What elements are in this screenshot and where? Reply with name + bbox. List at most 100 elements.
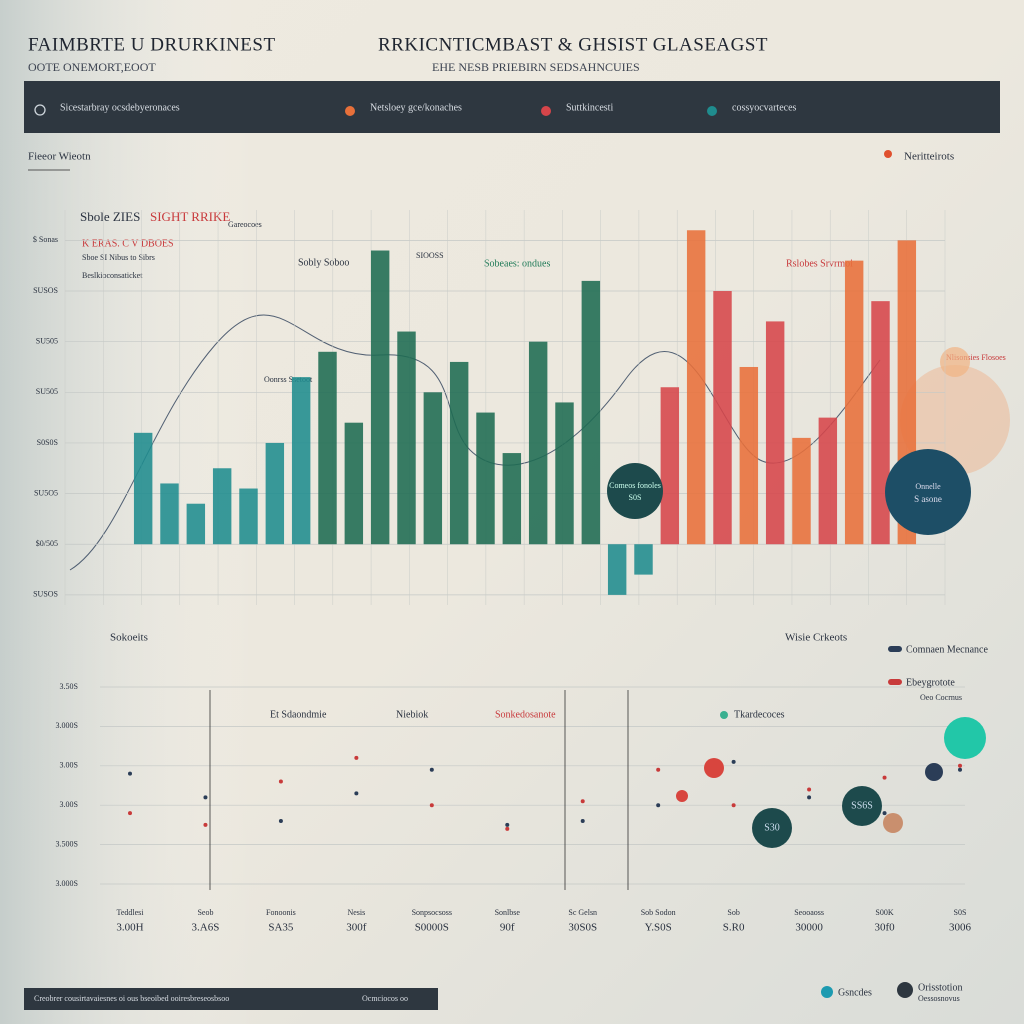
point (580, 799, 585, 804)
bar (607, 544, 627, 595)
legend-swatch (888, 679, 902, 685)
x-top-label: Nesis (347, 908, 365, 917)
bar (397, 331, 416, 545)
legend-label: Suttkincesti (566, 102, 613, 113)
annotation: Beslkioconsaticket (82, 271, 143, 280)
annotation: Niebiok (396, 709, 428, 720)
annotation: SS6S (851, 800, 873, 811)
legend-bar (24, 81, 1000, 133)
x-tick-label: 300f (346, 922, 367, 934)
x-tick-label: 30f0 (874, 922, 895, 934)
bar (686, 230, 706, 545)
x-tick-label: SA35 (268, 922, 294, 934)
bar (765, 321, 785, 545)
point (278, 818, 283, 823)
section-label: Sokoeits (110, 632, 148, 644)
x-tick-label: 90f (500, 922, 515, 934)
x-top-label: Sc Gelsn (568, 908, 597, 917)
annotation: Oeo Cocrnus (920, 693, 962, 702)
bar (660, 387, 680, 545)
legend-swatch (34, 104, 46, 116)
footer-note: Creobrer cousirtavaiesnes oi ous bseoibe… (34, 994, 229, 1003)
x-tick-label: 3.00H (116, 922, 143, 934)
marker (821, 986, 833, 998)
bar (739, 366, 759, 545)
annotation: SIOOSS (416, 251, 444, 260)
x-top-label: S00K (875, 908, 893, 917)
legend-label: cossyocvarteces (732, 102, 797, 113)
point (656, 767, 661, 772)
line-chart: 3.000S 3.500S 3.00S 3.00S 3.000S 3.50S Teddles… (56, 644, 989, 933)
y-tick-label: 3.000S (56, 879, 78, 888)
point (731, 759, 736, 764)
x-top-label: Seob (197, 908, 213, 917)
bar (449, 361, 469, 545)
legend-label: Ebeygrotote (906, 677, 955, 688)
annotation: Sobeaes: ondues (484, 258, 550, 269)
point (731, 803, 736, 808)
y-tick-label: S0S0S (37, 438, 58, 447)
bar (581, 280, 601, 545)
legend-label: Comnaen Mecnance (906, 644, 988, 655)
bar (186, 503, 206, 545)
annotation: Et Sdaondmie (270, 709, 327, 720)
bar (160, 483, 179, 545)
bubble (607, 463, 663, 519)
point (354, 755, 359, 760)
y-tick-label: 3.50S (60, 682, 78, 691)
footer-bar (24, 988, 438, 1010)
bar-chart: SUSOS $0/505 SU5O5 S0S0S SU505 SU505 SUSOS $ So… (33, 210, 946, 605)
y-tick-label: 3.000S (56, 721, 78, 730)
point (882, 775, 887, 780)
annotation: S30 (764, 822, 780, 833)
point (429, 767, 434, 772)
legend-swatch (888, 646, 902, 652)
bubble (676, 790, 688, 802)
marker (884, 150, 892, 158)
bubble (704, 758, 724, 778)
x-top-label: Sonpsocsoss (412, 908, 452, 917)
legend-swatch (707, 106, 717, 116)
bar (265, 442, 285, 545)
annotation: Oonrss Ssetoot (264, 375, 313, 384)
bar (291, 377, 311, 545)
point (958, 763, 962, 768)
bar (318, 351, 337, 545)
x-top-label: Sob (727, 908, 739, 917)
glow (940, 347, 970, 377)
point (128, 811, 132, 816)
bar (370, 250, 390, 545)
bar (239, 488, 258, 545)
y-tick-label: SU5O5 (34, 488, 58, 497)
point (882, 811, 887, 816)
footer-legend: Orisstotion (918, 982, 962, 993)
legend-label: Netsloey gce/konaches (370, 102, 462, 113)
title-center: RRKICNTICMBAST & GHSIST GLASEAGST (378, 34, 768, 55)
point (203, 795, 208, 800)
x-tick-label: 30S0S (568, 922, 597, 934)
x-tick-label: S0000S (415, 922, 449, 934)
footer-legend: Gsncdes (838, 987, 872, 998)
annotation: Gareocoes (228, 220, 262, 229)
bar (792, 437, 811, 545)
point (505, 822, 510, 827)
x-top-label: Sob Sodon (641, 908, 676, 917)
x-tick-label: 30000 (795, 922, 823, 934)
section-label: Neritteirots (904, 151, 954, 163)
annotation: Sboe SI Nibus to Sibrs (82, 253, 155, 262)
bar (528, 341, 548, 545)
annotation: Onnelle (915, 482, 941, 491)
x-top-label: S0S (954, 908, 967, 917)
bar (713, 291, 732, 545)
bar (818, 417, 838, 545)
point (958, 767, 962, 772)
point (580, 818, 585, 823)
bubble (883, 813, 903, 833)
bar (555, 402, 574, 545)
marker (897, 982, 913, 998)
point (429, 803, 434, 808)
bar (423, 392, 443, 545)
annotation: Nlisonsies Flosoes (946, 353, 1006, 362)
